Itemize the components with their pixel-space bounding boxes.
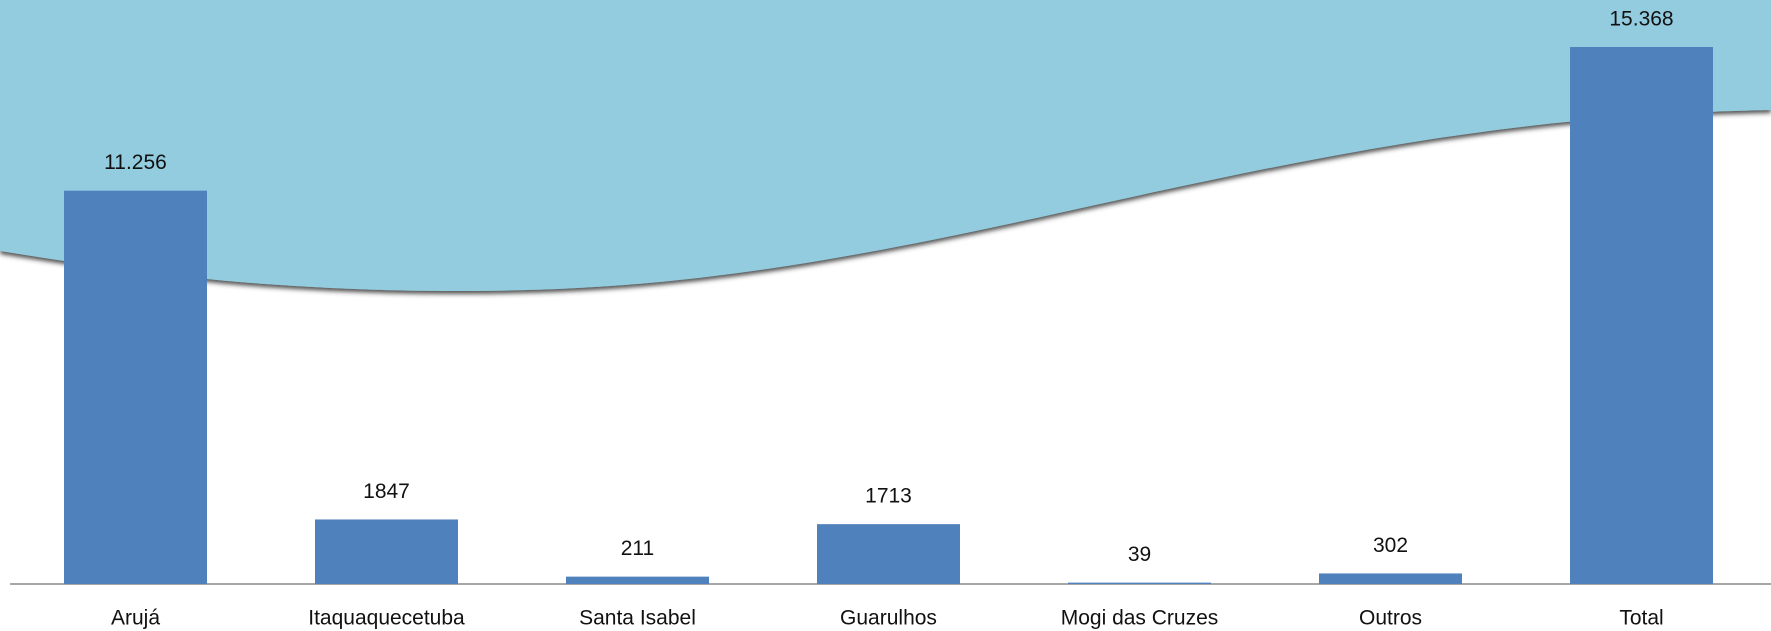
bar — [566, 576, 709, 584]
bar — [1068, 582, 1211, 584]
x-tick-label: Total — [1619, 607, 1663, 630]
x-tick-label: Arujá — [111, 607, 160, 630]
data-label: 15.368 — [1609, 8, 1673, 31]
background-wave — [0, 0, 1771, 292]
bar — [64, 190, 207, 584]
data-label: 1847 — [363, 480, 410, 503]
x-tick-label: Itaquaquecetuba — [308, 607, 465, 630]
bar — [1570, 47, 1713, 584]
data-label: 211 — [621, 537, 654, 560]
data-label: 1713 — [865, 485, 912, 508]
data-label: 302 — [1373, 534, 1408, 557]
data-label: 11.256 — [104, 151, 167, 174]
x-tick-label: Santa Isabel — [579, 607, 696, 630]
bar — [315, 519, 458, 584]
x-tick-label: Mogi das Cruzes — [1061, 607, 1219, 630]
x-tick-label: Outros — [1359, 607, 1422, 630]
data-label: 39 — [1128, 543, 1151, 566]
x-tick-label: Guarulhos — [840, 607, 937, 630]
bar — [817, 524, 960, 584]
bar — [1319, 573, 1462, 584]
